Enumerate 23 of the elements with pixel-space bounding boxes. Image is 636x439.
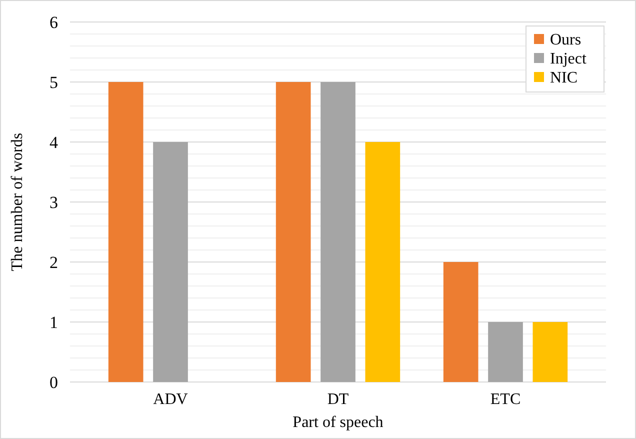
bar [443,262,478,382]
y-tick-label: 6 [50,12,58,32]
bar [320,82,356,382]
bar [365,142,400,382]
x-axis-title: Part of speech [292,414,384,431]
legend-label: Ours [550,32,582,49]
y-tick-label: 4 [50,132,58,152]
bar [276,82,311,382]
y-axis-title: The number of words [9,132,26,272]
bar [532,322,568,382]
x-tick-label: ADV [153,391,188,408]
bar [488,322,523,382]
legend-label: NIC [550,70,578,87]
legend-label: Inject [550,50,587,68]
y-tick-label: 5 [50,72,58,92]
bar [153,142,188,382]
x-tick-label: DT [327,391,349,408]
y-tick-label: 3 [50,192,58,212]
y-tick-label: 0 [50,372,58,392]
y-tick-label: 1 [50,312,58,332]
y-tick-label: 2 [50,252,58,272]
x-tick-label: ETC [490,391,521,408]
bar [108,82,144,382]
